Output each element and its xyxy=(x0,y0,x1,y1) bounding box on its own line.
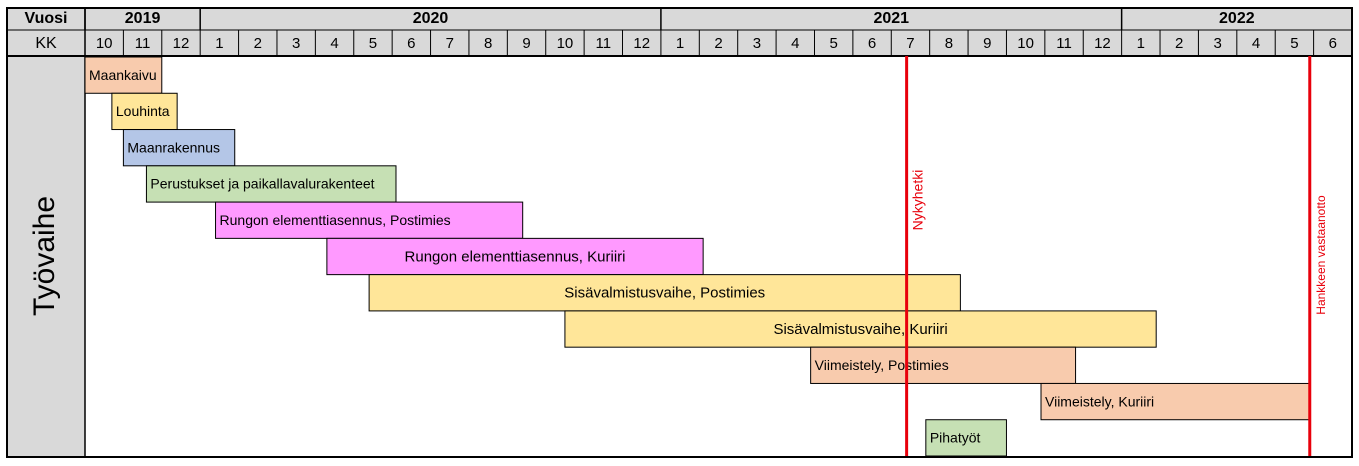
marker-label: Hankkeen vastaanotto xyxy=(1314,195,1328,315)
task-label: Pihatyöt xyxy=(930,430,981,446)
x-tick-label: 8 xyxy=(484,35,492,52)
task-label: Sisävalmistusvaihe, Kuriiri xyxy=(773,321,947,338)
x-tick-label: 4 xyxy=(330,35,338,52)
x-tick-label: 3 xyxy=(753,35,761,52)
x-tick-label: 5 xyxy=(830,35,838,52)
x-tick-label: 2 xyxy=(254,35,262,52)
x-tick-label: 11 xyxy=(1056,35,1072,52)
x-tick-label: 9 xyxy=(522,35,530,52)
x-tick-label: 1 xyxy=(1137,35,1145,52)
x-tick-label: 4 xyxy=(1252,35,1260,52)
x-tick-label: 7 xyxy=(446,35,454,52)
x-tick-label: 8 xyxy=(945,35,953,52)
x-tick-label: 12 xyxy=(173,35,190,52)
x-tick-label: 6 xyxy=(407,35,415,52)
task-bar xyxy=(810,346,1077,384)
x-tick-label: 12 xyxy=(1094,35,1111,52)
marker-label: Nykyhetki xyxy=(909,170,925,231)
x-tick-label: 12 xyxy=(633,35,650,52)
year-label: 2022 xyxy=(1219,10,1255,27)
x-tick-label: 3 xyxy=(292,35,300,52)
outer-border xyxy=(6,7,1353,458)
x-tick-label: 1 xyxy=(215,35,223,52)
x-tick-label: 10 xyxy=(557,35,574,52)
x-tick-label: 6 xyxy=(1329,35,1337,52)
task-label: Sisävalmistusvaihe, Postimies xyxy=(564,285,765,302)
x-tick-label: 7 xyxy=(906,35,914,52)
task-bar xyxy=(326,237,704,276)
month-header: KK xyxy=(35,35,57,52)
task-label: Louhinta xyxy=(116,103,170,119)
row-header: Työvaihe xyxy=(28,196,61,316)
task-label: Rungon elementtiasennus, Kuriiri xyxy=(405,248,626,265)
x-tick-label: 5 xyxy=(369,35,377,52)
x-tick-label: 11 xyxy=(135,35,151,52)
year-label: 2019 xyxy=(125,10,161,27)
x-tick-label: 4 xyxy=(791,35,799,52)
x-tick-label: 11 xyxy=(596,35,612,52)
row-header-bg xyxy=(7,56,85,457)
x-tick-label: 1 xyxy=(676,35,684,52)
task-label: Maanrakennus xyxy=(127,139,220,155)
task-bar xyxy=(368,274,961,312)
task-label: Viimeistely, Kuriiri xyxy=(1045,393,1154,409)
task-bar xyxy=(84,56,163,94)
x-tick-label: 10 xyxy=(96,35,113,52)
header-bg xyxy=(7,8,1352,56)
x-tick-label: 9 xyxy=(983,35,991,52)
year-label: 2021 xyxy=(873,10,909,27)
task-bar xyxy=(925,419,1007,457)
task-bar xyxy=(215,201,524,239)
x-tick-label: 2 xyxy=(714,35,722,52)
x-tick-label: 5 xyxy=(1290,35,1298,52)
task-bar xyxy=(145,165,397,203)
x-tick-label: 3 xyxy=(1213,35,1221,52)
task-bar xyxy=(1040,382,1311,421)
task-label: Viimeistely, Postimies xyxy=(815,357,949,373)
task-label: Maankaivu xyxy=(89,67,157,83)
year-header: Vuosi xyxy=(25,10,68,27)
task-label: Perustukset ja paikallavalurakenteet xyxy=(150,176,374,192)
x-tick-label: 6 xyxy=(868,35,876,52)
x-tick-label: 10 xyxy=(1017,35,1034,52)
task-bar xyxy=(122,129,236,167)
year-label: 2020 xyxy=(413,10,449,27)
x-tick-label: 2 xyxy=(1175,35,1183,52)
task-label: Rungon elementtiasennus, Postimies xyxy=(220,212,451,228)
